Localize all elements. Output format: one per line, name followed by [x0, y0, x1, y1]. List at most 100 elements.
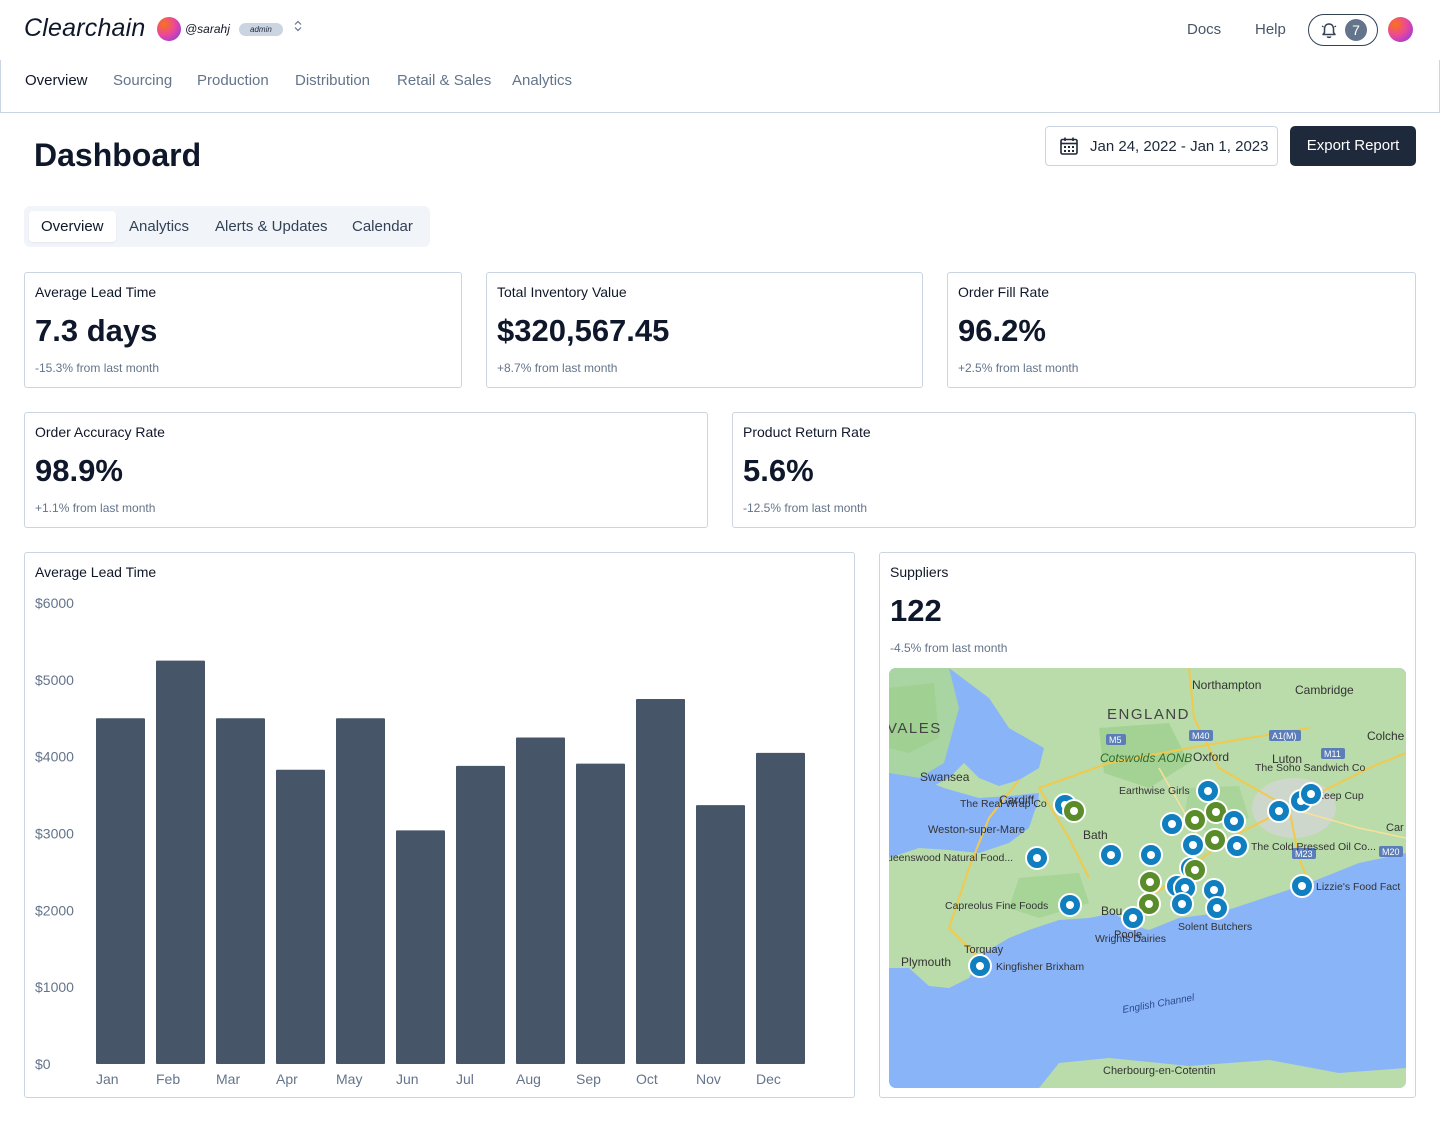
bar-dec[interactable] [756, 752, 805, 1064]
suppliers-card: Suppliers 122 -4.5% from last month [879, 552, 1416, 1098]
main-nav: Overview Sourcing Production Distributio… [0, 60, 1440, 113]
bar-nov[interactable] [696, 805, 745, 1064]
user-avatar[interactable] [157, 17, 181, 41]
bar-jun[interactable] [396, 830, 445, 1064]
map-label: Swansea [920, 770, 970, 784]
x-tick-label: Apr [276, 1071, 298, 1087]
dashboard-tabs: Overview Analytics Alerts & Updates Cale… [24, 206, 430, 247]
kpi-card-order-accuracy-rate: Order Accuracy Rate 98.9% +1.1% from las… [24, 412, 708, 528]
nav-item-distribution[interactable]: Distribution [295, 72, 371, 89]
map-label: Cardiff [999, 793, 1035, 807]
supplier-pin-glyph [1147, 851, 1155, 859]
top-bar: Clearchain @sarahj admin Docs Help 7 [0, 0, 1440, 60]
date-range-text: Jan 24, 2022 - Jan 1, 2023 [1090, 138, 1269, 155]
supplier-label: The Cold Pressed Oil Co... [1251, 841, 1376, 853]
brand-logo[interactable]: Clearchain [24, 14, 146, 42]
supplier-pin-glyph [1298, 882, 1306, 890]
road-shield: M5 [1109, 735, 1122, 745]
kpi-label: Total Inventory Value [497, 284, 627, 300]
lead-time-chart-card: Average Lead Time $0 $1000 $2000 $3000 $4000… [24, 552, 855, 1098]
map-label: Weston-super-Mare [928, 824, 1025, 836]
tab-overview[interactable]: Overview [29, 211, 116, 242]
map-label: Bath [1083, 828, 1108, 842]
help-link[interactable]: Help [1255, 21, 1286, 38]
date-range-picker[interactable]: Jan 24, 2022 - Jan 1, 2023 [1045, 126, 1278, 166]
notifications-button[interactable]: 7 [1308, 14, 1378, 46]
nav-item-sourcing[interactable]: Sourcing [113, 72, 173, 89]
supplier-pin-glyph [1212, 808, 1220, 816]
bar-mar[interactable] [216, 718, 265, 1064]
supplier-label: ueenswood Natural Food... [889, 852, 1013, 864]
bar-sep[interactable] [576, 763, 625, 1064]
kpi-delta: +8.7% from last month [497, 361, 618, 375]
suppliers-label: Suppliers [890, 564, 949, 580]
tab-alerts-updates[interactable]: Alerts & Updates [215, 218, 328, 235]
nav-item-production[interactable]: Production [197, 72, 269, 89]
supplier-pin-glyph [1066, 901, 1074, 909]
x-tick-label: Jul [456, 1071, 474, 1087]
x-tick-label: May [336, 1071, 362, 1087]
map-label: Plymouth [901, 955, 951, 969]
supplier-pin-glyph [1181, 884, 1189, 892]
road-shield: A1(M) [1272, 731, 1297, 741]
map-label: VALES [889, 720, 942, 737]
supplier-pin-glyph [1191, 816, 1199, 824]
nav-item-overview[interactable]: Overview [25, 72, 88, 89]
map-label: Northampton [1192, 678, 1261, 692]
bar-jul[interactable] [456, 765, 505, 1064]
bar-feb[interactable] [156, 660, 205, 1064]
map-label: Car [1386, 822, 1404, 834]
x-tick-label: Jan [96, 1071, 119, 1087]
supplier-pin-glyph [1230, 817, 1238, 825]
map-label: ENGLAND [1107, 706, 1190, 723]
x-tick-label: Oct [636, 1071, 658, 1087]
y-tick-label: $4000 [35, 749, 74, 765]
supplier-markers[interactable] [968, 779, 1323, 978]
chevron-up-down-icon[interactable] [293, 20, 303, 34]
x-tick-label: Mar [216, 1071, 240, 1087]
y-tick-label: $5000 [35, 672, 74, 688]
map-label: Cotswolds AONB [1100, 751, 1192, 765]
map-label: Oxford [1193, 750, 1229, 764]
kpi-label: Product Return Rate [743, 424, 871, 440]
kpi-card-total-inventory-value: Total Inventory Value $320,567.45 +8.7% … [486, 272, 923, 388]
map-label: Bou [1101, 904, 1122, 918]
y-tick-label: $6000 [35, 595, 74, 611]
export-report-button[interactable]: Export Report [1290, 126, 1416, 166]
suppliers-map[interactable]: Northampton Cambridge ENGLAND VALES Colc… [889, 668, 1406, 1088]
kpi-delta: -15.3% from last month [35, 361, 160, 375]
supplier-pin-glyph [1189, 841, 1197, 849]
account-avatar[interactable] [1388, 17, 1413, 42]
bar-jan[interactable] [96, 718, 145, 1064]
tab-analytics[interactable]: Analytics [129, 218, 190, 235]
map-label: Colche [1367, 729, 1405, 743]
x-tick-label: Aug [516, 1071, 541, 1087]
road-shield: M11 [1324, 749, 1341, 759]
tab-calendar[interactable]: Calendar [352, 218, 413, 235]
supplier-pin-glyph [1233, 842, 1241, 850]
calendar-icon [1060, 137, 1078, 155]
bar-oct[interactable] [636, 699, 685, 1064]
kpi-delta: +1.1% from last month [35, 501, 156, 515]
map-canvas[interactable]: Northampton Cambridge ENGLAND VALES Colc… [889, 668, 1406, 1088]
y-tick-label: $0 [35, 1056, 51, 1072]
kpi-label: Order Accuracy Rate [35, 424, 165, 440]
nav-item-retail-sales[interactable]: Retail & Sales [397, 72, 492, 89]
bar-aug[interactable] [516, 737, 565, 1064]
docs-link[interactable]: Docs [1187, 21, 1222, 38]
suppliers-delta: -4.5% from last month [890, 641, 1008, 655]
suppliers-value: 122 [890, 593, 942, 628]
bar-apr[interactable] [276, 769, 325, 1064]
supplier-pin-glyph [1107, 851, 1115, 859]
nav-item-analytics[interactable]: Analytics [512, 72, 573, 89]
supplier-pin-glyph [1146, 878, 1154, 886]
map-label: Poole [1114, 929, 1142, 941]
username[interactable]: @sarahj [185, 22, 230, 36]
kpi-value: 98.9% [35, 453, 123, 488]
kpi-value: $320,567.45 [497, 313, 670, 348]
map-label: Cambridge [1295, 683, 1354, 697]
supplier-label: Earthwise Girls [1119, 785, 1190, 797]
map-label: Torquay [964, 944, 1004, 956]
bar-may[interactable] [336, 718, 385, 1064]
x-tick-label: Sep [576, 1071, 601, 1087]
